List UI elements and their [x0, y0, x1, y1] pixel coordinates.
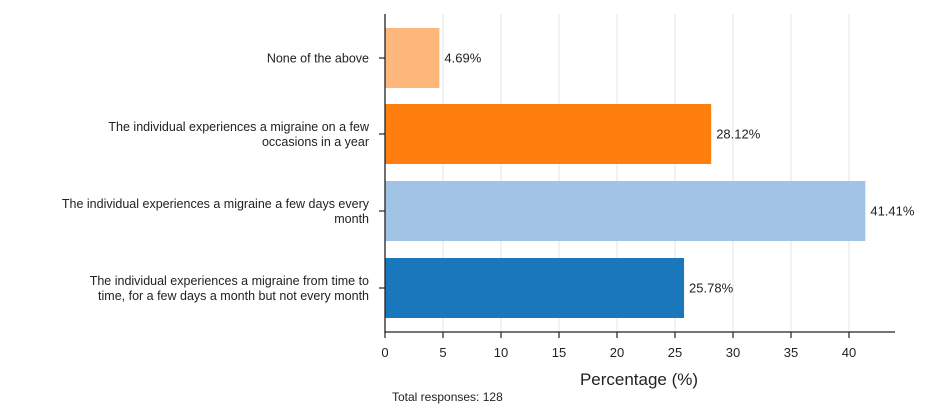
category-label-0: None of the above	[267, 52, 369, 66]
category-labels: None of the above The individual experien…	[62, 52, 370, 304]
value-labels: 4.69% 28.12% 41.41% 25.78%	[444, 51, 914, 296]
x-tick-label-25: 25	[668, 345, 682, 360]
data-label-0: 4.69%	[444, 51, 481, 66]
data-label-1: 28.12%	[716, 127, 761, 142]
bar-2	[385, 181, 866, 241]
x-axis-title: Percentage (%)	[580, 370, 698, 389]
data-label-3: 25.78%	[689, 281, 734, 296]
category-label-2: The individual experiences a migraine a …	[62, 197, 370, 226]
category-label-1: The individual experiences a migraine on…	[108, 120, 370, 149]
category-label-3: The individual experiences a migraine fr…	[90, 274, 369, 303]
bars	[385, 28, 866, 318]
x-tick-label-5: 5	[439, 345, 446, 360]
x-tick-label-30: 30	[726, 345, 740, 360]
x-tick-label-15: 15	[552, 345, 566, 360]
x-tick-label-20: 20	[610, 345, 624, 360]
x-tick-label-10: 10	[494, 345, 508, 360]
data-label-2: 41.41%	[870, 204, 915, 219]
x-ticks: 0 5 10 15 20 25 30 35 40	[381, 332, 856, 360]
grid-lines	[384, 14, 850, 332]
footnote-total-responses: Total responses: 128	[392, 390, 503, 404]
x-tick-label-0: 0	[381, 345, 388, 360]
bar-0	[385, 28, 440, 88]
x-tick-label-35: 35	[784, 345, 798, 360]
bar-3	[385, 258, 685, 318]
x-tick-label-40: 40	[842, 345, 856, 360]
axes	[379, 14, 895, 333]
bar-1	[385, 104, 712, 164]
